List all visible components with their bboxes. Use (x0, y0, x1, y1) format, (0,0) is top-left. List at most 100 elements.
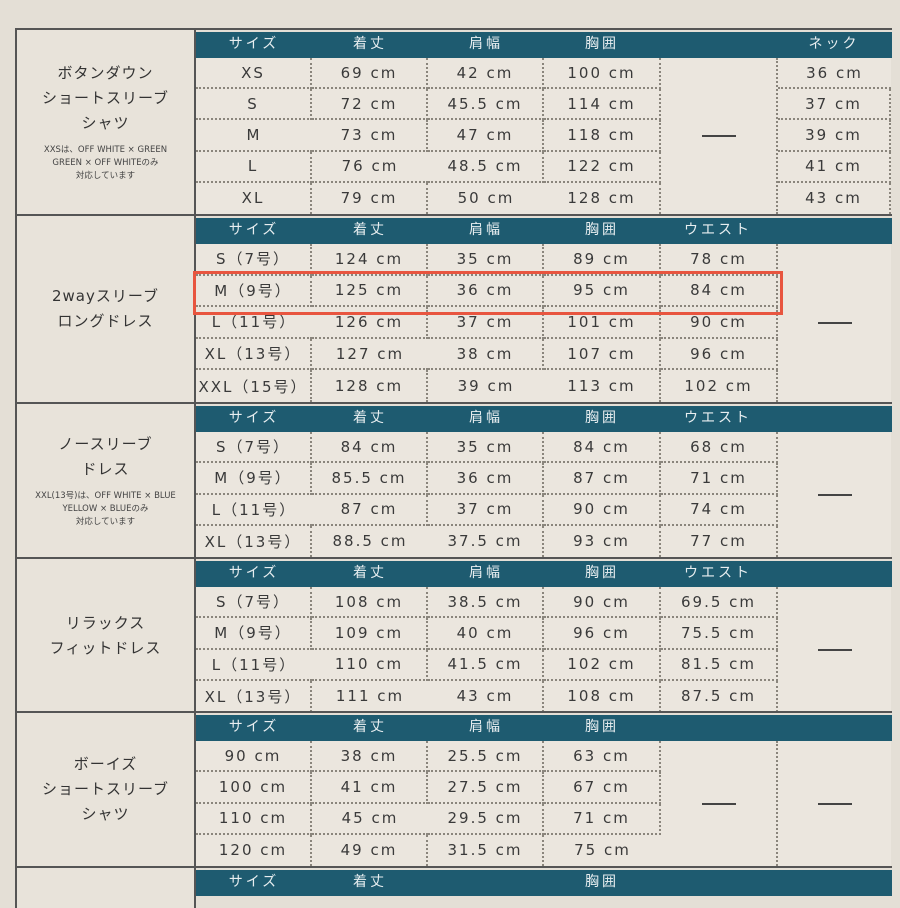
measurement-cell: 43 cm (778, 182, 891, 214)
column-header: サイズ (228, 565, 280, 581)
size-label: XXL（15号） (196, 370, 312, 402)
header-row: サイズ 着丈 胸囲 (196, 870, 892, 896)
measurement-cell: 102 cm (544, 649, 661, 681)
measurement-cell: 38.5 cm (428, 587, 544, 619)
size-section: ボタンダウン ショートスリーブ シャツ XXSは、OFF WHITE × GREE… (15, 28, 892, 214)
column-header: 着丈 (353, 222, 387, 238)
size-label: 110 cm (196, 803, 312, 835)
column-header: 肩幅 (469, 36, 503, 52)
measurement-cell: 109 cm (312, 618, 428, 650)
column-header: 胸囲 (585, 36, 619, 52)
measurement-cell: 36 cm (428, 275, 544, 308)
column-header (776, 715, 892, 741)
size-label: M (196, 120, 312, 152)
measurement-cell: 71 cm (661, 463, 778, 495)
measurement-cell: 36 cm (778, 58, 891, 90)
size-label: L (196, 151, 312, 183)
product-cell: 2wayスリーブ ロングドレス (15, 216, 196, 402)
measurement-cell: 108 cm (544, 680, 661, 712)
header-row: サイズ 着丈 肩幅 胸囲 ウエスト (196, 561, 892, 587)
measurement-cell: 110 cm (312, 649, 428, 681)
measurement-cell: 63 cm (544, 741, 661, 773)
measurement-cell: 87 cm (544, 463, 661, 495)
column-header: ウエスト (684, 222, 752, 238)
column-header (776, 561, 892, 587)
measurement-cell: 127 cm (312, 338, 428, 371)
size-label: XL（13号） (196, 525, 312, 557)
measurement-cell: 38 cm (428, 338, 544, 371)
column-header (660, 32, 776, 58)
column-header: 着丈 (353, 719, 387, 735)
header-row: サイズ 着丈 肩幅 胸囲 ネック (196, 32, 892, 58)
size-section: ノースリーブ ドレス XXL(13号)は、OFF WHITE × BLUE YEL… (15, 402, 892, 557)
measurement-cell: 122 cm (544, 151, 661, 183)
not-applicable-dash (778, 432, 891, 557)
size-label: XL（13号） (196, 338, 312, 371)
measurement-cell: 72 cm (312, 89, 428, 121)
measurement-cell: 84 cm (544, 432, 661, 464)
column-header: 肩幅 (469, 719, 503, 735)
measurement-cell: 90 cm (544, 494, 661, 526)
column-header: サイズ (228, 36, 280, 52)
size-label: XS (196, 58, 312, 90)
column-header: 着丈 (353, 565, 387, 581)
measurement-cell: 40 cm (428, 618, 544, 650)
measurement-cell: 90 cm (544, 587, 661, 619)
product-cell: ボーイズ ショートスリーブ シャツ (15, 713, 196, 866)
measurement-cell: 87 cm (312, 494, 428, 526)
size-label: L（11号） (196, 494, 312, 526)
measurement-cell: 50 cm (428, 182, 544, 214)
column-header: サイズ (228, 719, 280, 735)
size-section: 2wayスリーブ ロングドレス サイズ 着丈 肩幅 胸囲 ウエスト S（7号） 124 cm 3… (15, 214, 892, 402)
size-label: S（7号） (196, 587, 312, 619)
not-applicable-dash (778, 741, 891, 866)
measurement-cell: 102 cm (661, 370, 778, 402)
size-label: 90 cm (196, 741, 312, 773)
column-header: 胸囲 (585, 222, 619, 238)
column-header: 着丈 (353, 36, 387, 52)
measurement-cell: 45.5 cm (428, 89, 544, 121)
measurement-cell: 76 cm (312, 151, 428, 183)
product-name: リラックス フィットドレス (49, 613, 162, 657)
column-header: ウエスト (684, 565, 752, 581)
product-name: ボタンダウン ショートスリーブ シャツ (41, 64, 170, 132)
size-label: M（9号） (196, 463, 312, 495)
not-applicable-dash (778, 244, 891, 402)
highlight-box-2way-dress-m (193, 271, 783, 315)
column-header: 胸囲 (585, 874, 619, 890)
measurement-cell: 96 cm (544, 618, 661, 650)
measurement-cell: 75 cm (544, 834, 661, 866)
measurement-cell: 29.5 cm (428, 803, 544, 835)
measurement-cell: 41 cm (778, 151, 891, 183)
measurement-cell: 47 cm (428, 120, 544, 152)
product-name: ノースリーブ ドレス (58, 435, 153, 478)
size-label: 100 cm (196, 772, 312, 804)
size-section: リラックス フィットドレス サイズ 着丈 肩幅 胸囲 ウエスト S（7号） 108 cm 38.… (15, 557, 892, 712)
measurement-cell: 87.5 cm (661, 680, 778, 712)
measurement-cell: 49 cm (312, 834, 428, 866)
column-header: サイズ (228, 222, 280, 238)
measurement-cell: 36 cm (428, 463, 544, 495)
measurement-cell: 35 cm (428, 244, 544, 276)
measurement-cell: 31.5 cm (428, 834, 544, 866)
measurement-cell: 68 cm (661, 432, 778, 464)
measurement-cell: 27.5 cm (428, 772, 544, 804)
measurement-cell: 37.5 cm (428, 525, 544, 557)
size-label: M（9号） (196, 275, 312, 308)
measurement-cell: 77 cm (661, 525, 778, 557)
size-label: L（11号） (196, 649, 312, 681)
measurement-cell: 84 cm (312, 432, 428, 464)
measurement-cell: 39 cm (778, 120, 891, 152)
measurement-cell: 39 cm (428, 370, 544, 402)
measurement-cell: 78 cm (661, 244, 778, 276)
measurement-cell: 41 cm (312, 772, 428, 804)
not-applicable-dash (778, 587, 891, 712)
column-header: 胸囲 (585, 719, 619, 735)
measurement-cell: 89 cm (544, 244, 661, 276)
measurement-cell: 125 cm (312, 275, 428, 308)
measurement-cell: 128 cm (544, 182, 661, 214)
size-label: S（7号） (196, 432, 312, 464)
measurement-cell: 75.5 cm (661, 618, 778, 650)
column-header: 肩幅 (469, 222, 503, 238)
measurement-cell: 84 cm (661, 275, 778, 308)
